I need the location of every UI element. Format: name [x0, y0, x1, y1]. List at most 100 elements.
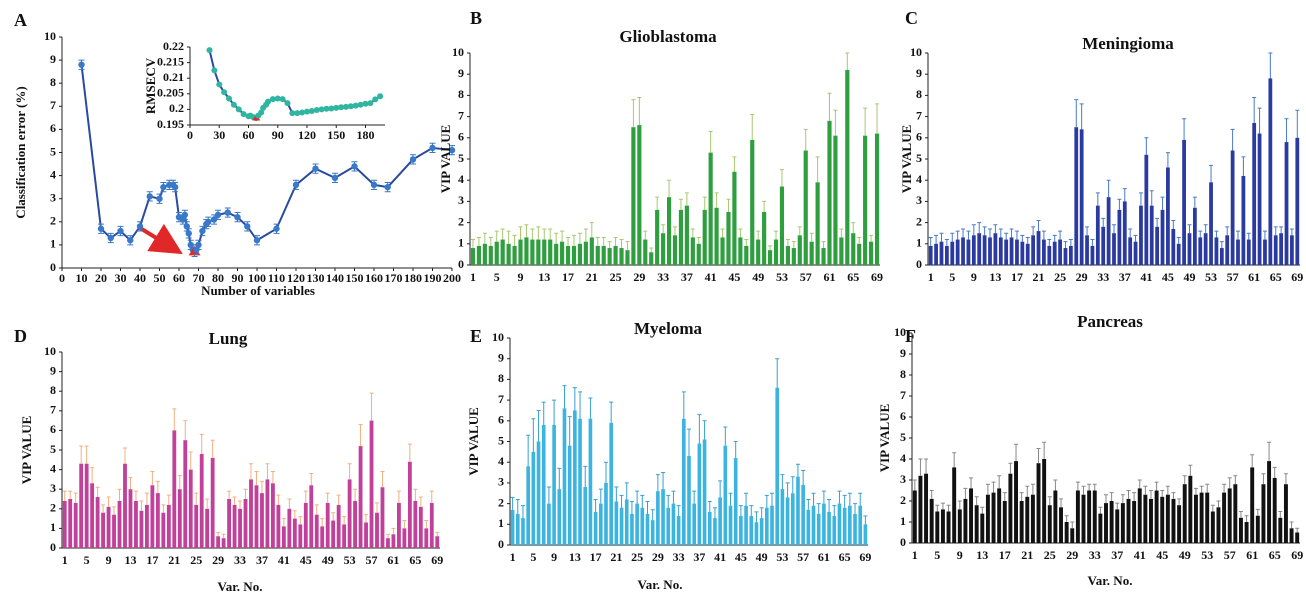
error-bar: [1120, 494, 1125, 504]
bar: [754, 522, 759, 545]
error-bar: [1112, 224, 1116, 234]
panel-label: B: [470, 8, 482, 28]
x-tick-label: 61: [1246, 548, 1258, 562]
error-bar: [1272, 466, 1277, 478]
error-bar: [785, 482, 790, 498]
bar: [292, 518, 297, 548]
error-bar: [603, 461, 608, 483]
error-bar: [858, 492, 863, 506]
error-bar: [588, 397, 593, 419]
x-tick-label: 9: [551, 550, 557, 564]
error-bar: [847, 492, 852, 506]
error-bar: [571, 234, 576, 246]
error-bar: [815, 156, 820, 183]
error-bar: [863, 107, 868, 136]
bar: [1255, 515, 1260, 543]
point: [183, 223, 190, 230]
y-tick-label: 3: [900, 472, 906, 486]
error-bar: [645, 501, 650, 514]
x-tick-label: 0: [187, 128, 193, 142]
error-bar: [762, 200, 767, 212]
bar: [842, 507, 847, 545]
x-axis-label: Number of variables: [201, 283, 315, 298]
x-tick-label: 21: [1021, 548, 1033, 562]
bar: [435, 536, 440, 548]
error-bar: [1227, 477, 1232, 489]
bar: [1144, 154, 1149, 265]
bar: [1081, 494, 1086, 543]
bar: [775, 387, 780, 545]
x-tick-label: 50: [154, 271, 166, 285]
bar: [1166, 167, 1170, 265]
error-bar: [249, 463, 253, 480]
error-bar: [139, 500, 144, 511]
bar: [470, 248, 476, 265]
point: [328, 105, 335, 112]
bar: [946, 511, 951, 543]
x-tick-label: 49: [752, 270, 764, 284]
error-bar: [821, 490, 826, 504]
bar: [815, 182, 820, 265]
bar: [128, 489, 133, 548]
bar: [939, 241, 944, 265]
error-bar: [997, 475, 1002, 489]
bar: [940, 509, 945, 543]
error-bar: [833, 109, 838, 136]
y-tick-label: 10: [452, 45, 464, 59]
error-bar: [655, 196, 660, 210]
panel-label: C: [905, 8, 918, 28]
bar: [62, 500, 67, 548]
point: [333, 104, 340, 111]
bar: [521, 518, 525, 545]
error-bar: [1101, 217, 1106, 227]
error-bar: [1041, 230, 1046, 240]
error-bar: [692, 490, 697, 504]
error-bar: [971, 224, 976, 236]
y-tick-label: 3: [498, 475, 504, 489]
x-tick-label: 70: [193, 271, 205, 285]
point: [221, 89, 228, 96]
bar: [589, 237, 594, 265]
bar: [95, 497, 100, 548]
bar: [265, 479, 270, 548]
x-tick-label: 9: [957, 548, 963, 562]
error-bar: [1284, 118, 1289, 143]
error-bar: [287, 498, 292, 509]
point: [308, 107, 315, 114]
error-bar: [520, 505, 525, 519]
error-bar: [929, 490, 934, 499]
point: [292, 181, 300, 189]
bar: [924, 473, 929, 543]
error-bar: [144, 492, 149, 505]
error-bar: [1160, 490, 1165, 497]
x-tick-label: 65: [1269, 548, 1281, 562]
bar: [966, 239, 971, 265]
y-tick-label: 7: [916, 108, 922, 122]
point: [136, 223, 144, 230]
bar: [1160, 496, 1165, 543]
y-tick-label: 0: [916, 257, 922, 271]
y-tick-label: 6: [50, 422, 56, 436]
x-tick-label: 53: [1205, 270, 1217, 284]
panel-label: D: [14, 326, 27, 346]
error-bar: [557, 467, 562, 490]
x-tick-label: 200: [443, 271, 461, 285]
bar: [690, 237, 695, 265]
bar: [1063, 248, 1068, 265]
bar: [744, 245, 749, 265]
y-axis-label: VIP VALUE: [466, 407, 481, 476]
y-tick-label: 8: [458, 87, 464, 101]
chart-title: Meningioma: [1082, 34, 1174, 53]
x-tick-label: 45: [728, 270, 740, 284]
x-tick-label: 57: [1227, 270, 1239, 284]
error-bar: [779, 169, 784, 187]
x-tick-label: 65: [839, 550, 851, 564]
error-bar: [1289, 228, 1294, 236]
x-tick-label: 41: [714, 550, 726, 564]
bar: [1268, 78, 1273, 265]
error-bar: [666, 494, 671, 508]
error-bar: [795, 463, 800, 477]
y-axis-label: VIP VALUE: [438, 125, 453, 194]
bar: [1042, 459, 1047, 543]
error-bar: [1160, 196, 1165, 210]
